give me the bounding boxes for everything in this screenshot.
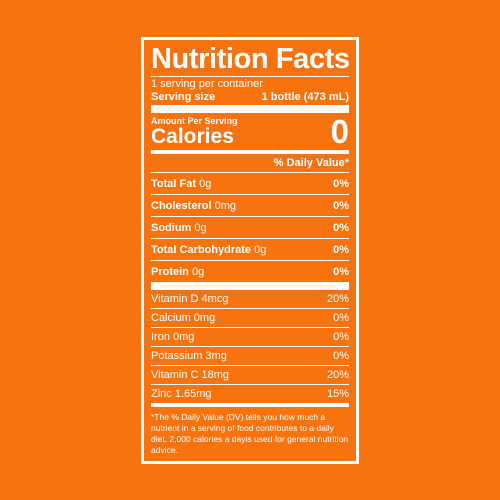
daily-value-header: % Daily Value* (273, 157, 349, 169)
divider-medium (151, 150, 349, 154)
nutrient-row: Total Carbohydrate 0g 0% (151, 238, 349, 260)
vitamin-row: Potassium 3mg 0% (151, 346, 349, 365)
nutrient-amount: 0g (194, 221, 207, 234)
vitamin-dv: 0% (333, 331, 349, 343)
divider (151, 76, 349, 77)
vitamin-text: Calcium 0mg (151, 312, 216, 324)
label-title: Nutrition Facts (151, 43, 350, 75)
vitamin-text: Vitamin C 18mg (151, 369, 230, 381)
nutrition-facts-label: Nutrition Facts 1 serving per container … (141, 37, 359, 464)
vitamin-row: Vitamin D 4mcg 20% (151, 290, 349, 308)
nutrient-amount: 0mg (214, 199, 236, 212)
nutrient-row: Sodium 0g 0% (151, 216, 349, 238)
nutrient-name: Protein (151, 265, 189, 278)
nutrient-dv: 0% (333, 221, 349, 234)
vitamin-text: Potassium 3mg (151, 350, 227, 362)
calories-label: Calories (151, 125, 234, 148)
nutrient-dv: 0% (333, 243, 349, 256)
nutrient-dv: 0% (333, 199, 349, 212)
nutrient-name: Total Carbohydrate (151, 243, 252, 256)
servings-per-container: 1 serving per container (151, 78, 263, 90)
amount-per-serving: Amount Per Serving (151, 116, 238, 126)
divider-thick (151, 282, 349, 290)
nutrient-row: Cholesterol 0mg 0% (151, 194, 349, 216)
serving-size-label: Serving size (151, 91, 216, 103)
calories-block: Amount Per Serving Calories 0 (151, 113, 349, 150)
vitamin-dv: 20% (326, 369, 349, 381)
nutrient-row: Total Fat 0g 0% (151, 172, 349, 194)
nutrient-amount: 0g (191, 265, 205, 278)
vitamin-row: Iron 0mg 0% (151, 327, 349, 346)
calories-value: 0 (330, 113, 349, 150)
serving-size-row: Serving size 1 bottle (473 mL) (151, 91, 349, 103)
nutrient-dv: 0% (333, 265, 349, 278)
nutrient-name: Sodium (151, 221, 192, 234)
nutrient-row: Protein 0g 0% (151, 260, 349, 282)
divider-thick (151, 105, 349, 113)
vitamin-dv: 20% (326, 293, 349, 305)
vitamin-row: Zinc 1.65mg 15% (151, 384, 349, 403)
vitamin-row: Calcium 0mg 0% (151, 308, 349, 327)
divider-medium (151, 403, 349, 407)
nutrient-amount: 0g (199, 177, 212, 190)
vitamin-dv: 0% (333, 312, 349, 324)
vitamin-row: Vitamin C 18mg 20% (151, 365, 349, 384)
vitamin-dv: 0% (333, 350, 349, 362)
vitamin-dv: 15% (326, 388, 349, 400)
vitamin-text: Vitamin D 4mcg (151, 293, 229, 305)
vitamin-text: Iron 0mg (151, 331, 195, 343)
vitamin-text: Zinc 1.65mg (151, 388, 212, 400)
nutrient-name: Total Fat (151, 177, 197, 190)
serving-size-value: 1 bottle (473 mL) (261, 91, 349, 103)
nutrient-amount: 0g (254, 243, 267, 256)
footnote: *The % Daily Value (DV) tells you how mu… (151, 412, 349, 455)
nutrient-dv: 0% (333, 177, 349, 190)
nutrient-name: Cholesterol (151, 199, 212, 212)
